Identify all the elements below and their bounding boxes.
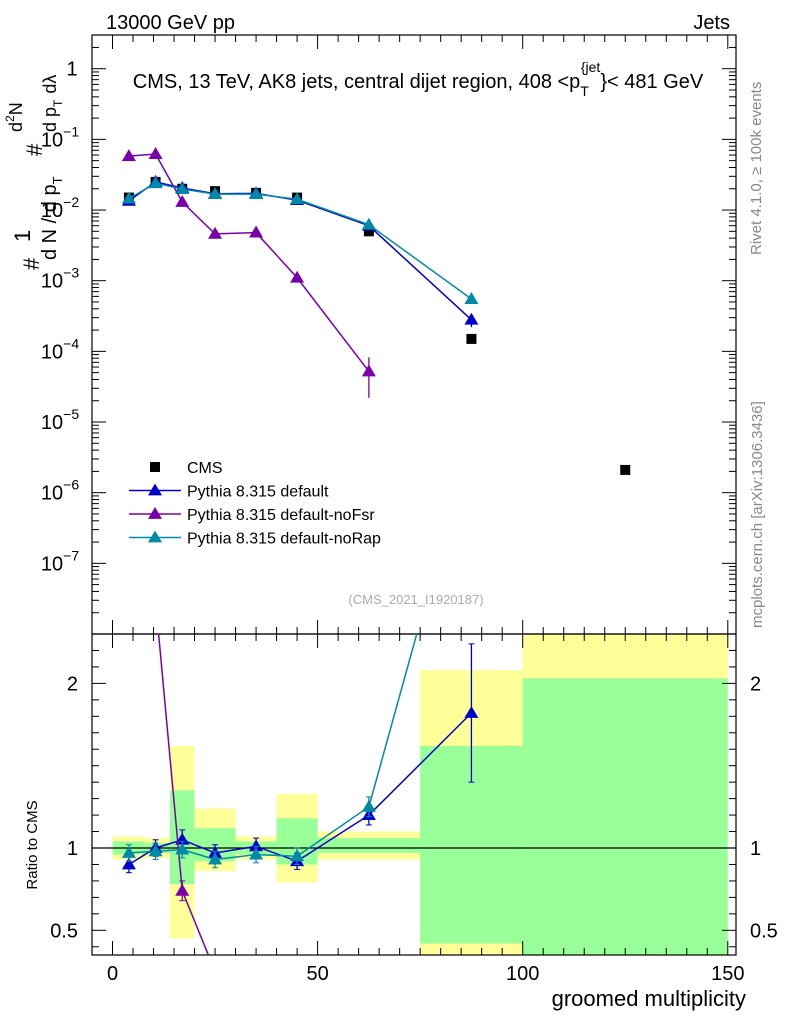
ratio-point xyxy=(175,883,190,896)
ratio-point xyxy=(290,849,305,862)
chart-marks: 0 50 100 15010−710−610−510−410−310−210−110.… xyxy=(41,34,778,985)
band-inner-8 xyxy=(522,678,728,955)
ratio-line xyxy=(128,634,418,861)
main-title: CMS, 13 TeV, AK8 jets, central dijet reg… xyxy=(133,59,704,99)
legend-marker xyxy=(148,530,162,543)
y-tick-label: 10−2 xyxy=(41,194,79,222)
data-point xyxy=(464,292,479,304)
legend-marker xyxy=(150,462,160,472)
ratio-point xyxy=(208,852,223,865)
ratio-frame xyxy=(91,633,737,956)
ratio-y-tick-label-right: 1 xyxy=(750,838,761,860)
ylabel-hash-upper: # xyxy=(22,143,47,156)
analysis-watermark: (CMS_2021_I1920187) xyxy=(348,592,483,607)
main-series-0 xyxy=(123,176,631,475)
ratio-series-2 xyxy=(121,634,418,869)
header-right: Jets xyxy=(693,12,730,34)
data-point xyxy=(121,149,136,161)
ratio-line xyxy=(128,712,472,866)
ylabel-hash-lower: # xyxy=(19,257,44,270)
legend-label: CMS xyxy=(187,460,223,477)
ratio-y-tick-label-right: 0.5 xyxy=(750,920,778,942)
ratio-point xyxy=(464,706,479,718)
x-ticks: 0 50 100 150 xyxy=(107,35,744,985)
header-left: 13000 GeV pp xyxy=(106,12,235,34)
main-ylabel: # 1 d N / d pT # d2N d pTdλ xyxy=(3,75,65,270)
series-line xyxy=(128,153,370,372)
legend-label: Pythia 8.315 default-noRap xyxy=(187,531,381,548)
ratio-y-tick-label: 2 xyxy=(67,673,78,695)
ratio-series-1 xyxy=(157,634,210,955)
ratio-line xyxy=(157,634,210,955)
y-tick-label: 10−5 xyxy=(41,406,79,434)
y-tick-label: 10−7 xyxy=(41,547,79,575)
ratio-point xyxy=(148,844,163,857)
legend-marker xyxy=(148,507,162,519)
ratio-y-ticks: 0.5 0.5 1 1 2 2 xyxy=(50,649,778,948)
title-suffix: }< 481 GeV xyxy=(600,71,704,93)
main-series-3 xyxy=(121,176,479,304)
data-point xyxy=(148,176,163,189)
ylabel-one: 1 xyxy=(10,230,35,242)
ratio-point xyxy=(175,832,190,845)
ylabel-den: d N / d pT xyxy=(39,176,65,260)
ylabel-num: d2N xyxy=(3,102,26,132)
ratio-ylabel: Ratio to CMS xyxy=(24,800,41,889)
rivet-label: Rivet 4.1.0, ≥ 100k events xyxy=(748,82,765,255)
data-point xyxy=(361,364,376,377)
x-tick-label: 50 xyxy=(306,963,328,985)
ratio-point xyxy=(249,847,264,860)
legend-label: Pythia 8.315 default xyxy=(187,484,329,501)
data-point xyxy=(121,191,136,204)
ratio-point xyxy=(121,845,136,858)
x-tick-label: 0 xyxy=(107,963,118,985)
data-point xyxy=(208,187,223,200)
y-tick-label: 1 xyxy=(66,59,77,81)
y-tick-label: 10−6 xyxy=(41,477,79,505)
title-sub: T xyxy=(580,83,589,99)
ratio-y-tick-label: 1 xyxy=(67,838,78,860)
data-point xyxy=(249,187,264,200)
title-prefix: CMS, 13 TeV, AK8 jets, central dijet reg… xyxy=(133,71,581,93)
legend: CMS Pythia 8.315 default Pythia 8.315 defa… xyxy=(129,460,381,548)
data-point xyxy=(175,182,190,194)
y-tick-label: 10−4 xyxy=(41,335,79,363)
x-tick-label: 150 xyxy=(711,963,744,985)
data-point xyxy=(249,225,264,238)
data-point xyxy=(290,192,305,205)
ratio-y-tick-label: 0.5 xyxy=(50,920,78,942)
title-sup: {jet xyxy=(581,59,601,75)
ratio-point xyxy=(361,799,376,812)
y-tick-label: 10−1 xyxy=(41,123,79,151)
ratio-bands xyxy=(112,634,728,955)
legend-marker xyxy=(148,483,162,496)
ratio-point xyxy=(121,857,136,870)
mcplots-label: mcplots.cern.ch [arXiv:1306.3436] xyxy=(749,401,766,628)
data-point xyxy=(175,194,190,207)
ratio-y-tick-label-right: 2 xyxy=(750,673,761,695)
data-point xyxy=(363,226,374,237)
main-y-ticks: 10−7 10−6 10−5 10−4 10−3 10−2 10−1 1 xyxy=(41,34,736,635)
data-point xyxy=(208,226,223,239)
band-inner-6 xyxy=(317,838,421,853)
data-point xyxy=(466,333,477,344)
ratio-point xyxy=(249,839,264,852)
data-point xyxy=(620,464,631,475)
legend-label: Pythia 8.315 default-noFsr xyxy=(187,507,375,524)
data-point xyxy=(148,147,163,159)
y-tick-label: 10−3 xyxy=(41,265,79,293)
data-point xyxy=(290,270,305,283)
x-axis-label: groomed multiplicity xyxy=(552,986,746,1011)
ratio-point xyxy=(175,842,190,855)
main-panel: CMS, 13 TeV, AK8 jets, central dijet reg… xyxy=(133,59,704,607)
x-tick-label: 100 xyxy=(506,963,539,985)
main-series-2 xyxy=(121,147,376,398)
data-point xyxy=(361,217,376,230)
data-point xyxy=(464,312,479,325)
ylabel-den-upper: d pTdλ xyxy=(40,75,65,132)
